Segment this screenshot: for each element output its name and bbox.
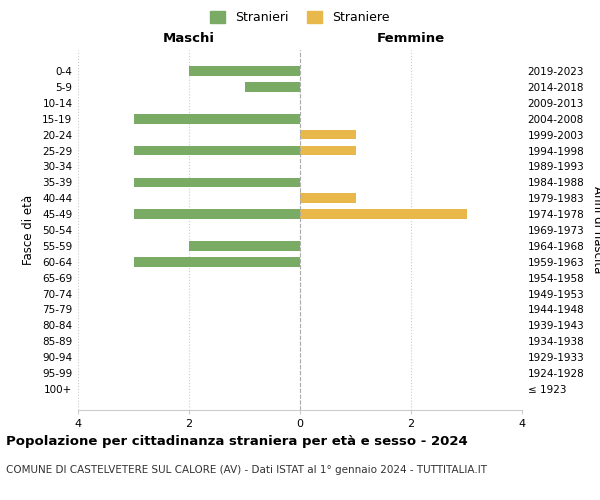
Text: COMUNE DI CASTELVETERE SUL CALORE (AV) - Dati ISTAT al 1° gennaio 2024 - TUTTITA: COMUNE DI CASTELVETERE SUL CALORE (AV) -… xyxy=(6,465,487,475)
Bar xyxy=(133,178,300,187)
Bar xyxy=(300,210,467,219)
Y-axis label: Anni di nascita: Anni di nascita xyxy=(591,186,600,274)
Bar xyxy=(133,146,300,156)
Legend: Stranieri, Straniere: Stranieri, Straniere xyxy=(205,6,395,29)
Bar xyxy=(189,66,300,76)
Bar xyxy=(300,146,356,156)
Text: Popolazione per cittadinanza straniera per età e sesso - 2024: Popolazione per cittadinanza straniera p… xyxy=(6,435,468,448)
Text: Femmine: Femmine xyxy=(377,32,445,45)
Bar xyxy=(133,257,300,266)
Bar xyxy=(189,241,300,250)
Y-axis label: Fasce di età: Fasce di età xyxy=(22,195,35,265)
Bar xyxy=(133,114,300,124)
Bar xyxy=(245,82,300,92)
Bar xyxy=(300,130,356,140)
Bar xyxy=(133,210,300,219)
Text: Maschi: Maschi xyxy=(163,32,215,45)
Bar xyxy=(300,194,356,203)
